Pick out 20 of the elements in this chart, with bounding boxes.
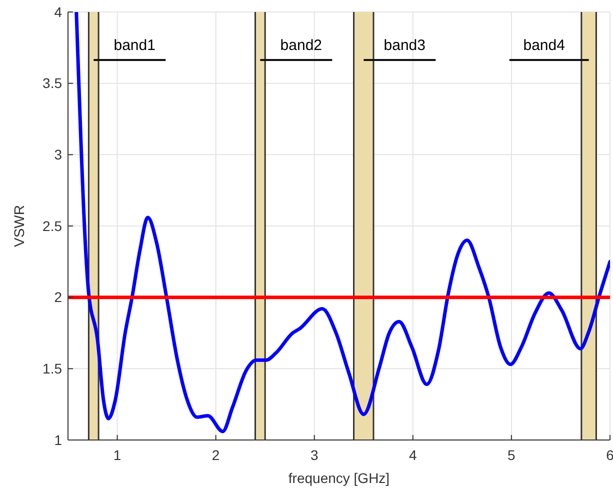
x-tick-label: 5: [508, 447, 516, 463]
y-tick-label: 4: [54, 4, 62, 20]
band-label: band2: [280, 37, 322, 54]
y-tick-label: 2.5: [42, 218, 62, 234]
line-series: [74, 12, 610, 434]
y-tick-label: 3.5: [42, 75, 62, 92]
x-tick-label: 4: [409, 447, 418, 463]
x-axis-title: frequency [GHz]: [288, 470, 390, 486]
y-tick-label: 1: [54, 432, 62, 448]
y-tick-label: 1.5: [42, 360, 62, 377]
x-tick-label: 6: [606, 447, 613, 463]
x-tick-label: 1: [113, 447, 122, 463]
x-tick-label: 3: [310, 447, 318, 463]
y-axis-title: VSWR: [11, 205, 27, 247]
band-label: band3: [384, 37, 426, 54]
y-tick-label: 2: [54, 289, 62, 306]
x-tick-label: 2: [212, 447, 220, 463]
y-tick-label: 3: [54, 146, 62, 163]
band-label: band4: [523, 37, 565, 54]
band-label: band1: [114, 37, 156, 54]
